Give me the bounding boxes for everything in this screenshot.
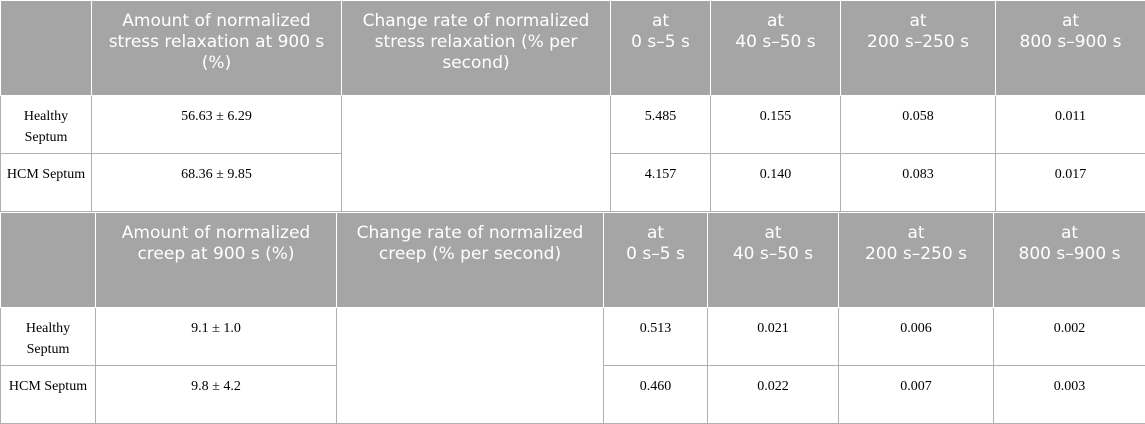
cell: 56.63 ± 6.29 — [91, 95, 342, 154]
header-line: 40 s–50 s — [732, 244, 814, 264]
header-line: 0 s–5 s — [631, 32, 690, 52]
header-cell: Change rate of normalized stress relaxat… — [341, 0, 611, 96]
cell: 0.513 — [603, 307, 708, 366]
header-line: at — [651, 11, 670, 31]
row-label: Healthy Septum — [0, 307, 96, 366]
header-line: 200 s–250 s — [867, 32, 969, 52]
row-label: HCM Septum — [0, 153, 92, 212]
header-line: 800 s–900 s — [1019, 32, 1122, 52]
header-line: at — [646, 223, 665, 243]
header-cell: Amount of normalized creep at 900 s (%) — [95, 212, 337, 308]
header-cell: at 40 s–50 s — [710, 0, 841, 96]
cell: 0.083 — [840, 153, 996, 212]
header-line: 800 s–900 s — [1018, 244, 1121, 264]
header-cell — [0, 212, 96, 308]
header-row: Amount of normalized stress relaxation a… — [0, 0, 1145, 96]
body-row: HCM Septum 68.36 ± 9.85 4.157 0.140 0.083 0.0… — [0, 153, 1145, 212]
header-line: 40 s–50 s — [735, 32, 816, 52]
header-cell: Amount of normalized stress relaxation a… — [91, 0, 342, 96]
cell: 4.157 — [610, 153, 711, 212]
header-cell — [0, 0, 92, 96]
header-line: at — [766, 11, 785, 31]
cell: 0.003 — [993, 365, 1145, 424]
header-line: 200 s–250 s — [865, 244, 967, 264]
header-cell: at 40 s–50 s — [707, 212, 839, 308]
cell: 0.017 — [995, 153, 1145, 212]
header-line: 0 s–5 s — [626, 244, 685, 264]
header-line: at — [1061, 11, 1080, 31]
cell: 0.058 — [840, 95, 996, 154]
empty-cell — [341, 95, 611, 212]
body-row: HCM Septum 9.8 ± 4.2 0.460 0.022 0.007 0.003 — [0, 365, 1145, 424]
row-label: Healthy Septum — [0, 95, 92, 154]
cell: 68.36 ± 9.85 — [91, 153, 342, 212]
data-table: Amount of normalized creep at 900 s (%) C… — [0, 212, 1145, 424]
body-row: Healthy Septum 56.63 ± 6.29 5.485 0.155 0.05… — [0, 95, 1145, 212]
cell: 9.8 ± 4.2 — [95, 365, 337, 424]
cell: 5.485 — [610, 95, 711, 154]
body-row: Healthy Septum 9.1 ± 1.0 0.513 0.021 0.006 0.… — [0, 307, 1145, 424]
header-cell: Change rate of normalized creep (% per s… — [336, 212, 604, 308]
cell: 0.007 — [838, 365, 994, 424]
cell: 0.155 — [710, 95, 841, 154]
header-cell: at 200 s–250 s — [840, 0, 996, 96]
cell: 0.140 — [710, 153, 841, 212]
header-cell: at 0 s–5 s — [603, 212, 708, 308]
cell: 9.1 ± 1.0 — [95, 307, 337, 366]
cell: 0.011 — [995, 95, 1145, 154]
header-cell: at 800 s–900 s — [993, 212, 1145, 308]
empty-cell — [336, 307, 604, 424]
cell: 0.002 — [993, 307, 1145, 366]
data-table: Amount of normalized stress relaxation a… — [0, 0, 1145, 212]
cell: 0.006 — [838, 307, 994, 366]
header-row: Amount of normalized creep at 900 s (%) C… — [0, 212, 1145, 308]
row-label: HCM Septum — [0, 365, 96, 424]
cell: 0.460 — [603, 365, 708, 424]
header-line: at — [764, 223, 782, 243]
header-line: at — [909, 11, 927, 31]
header-cell: at 0 s–5 s — [610, 0, 711, 96]
header-cell: at 200 s–250 s — [838, 212, 994, 308]
header-line: at — [907, 223, 925, 243]
header-cell: at 800 s–900 s — [995, 0, 1145, 96]
header-line: at — [1060, 223, 1079, 243]
cell: 0.021 — [707, 307, 839, 366]
cell: 0.022 — [707, 365, 839, 424]
